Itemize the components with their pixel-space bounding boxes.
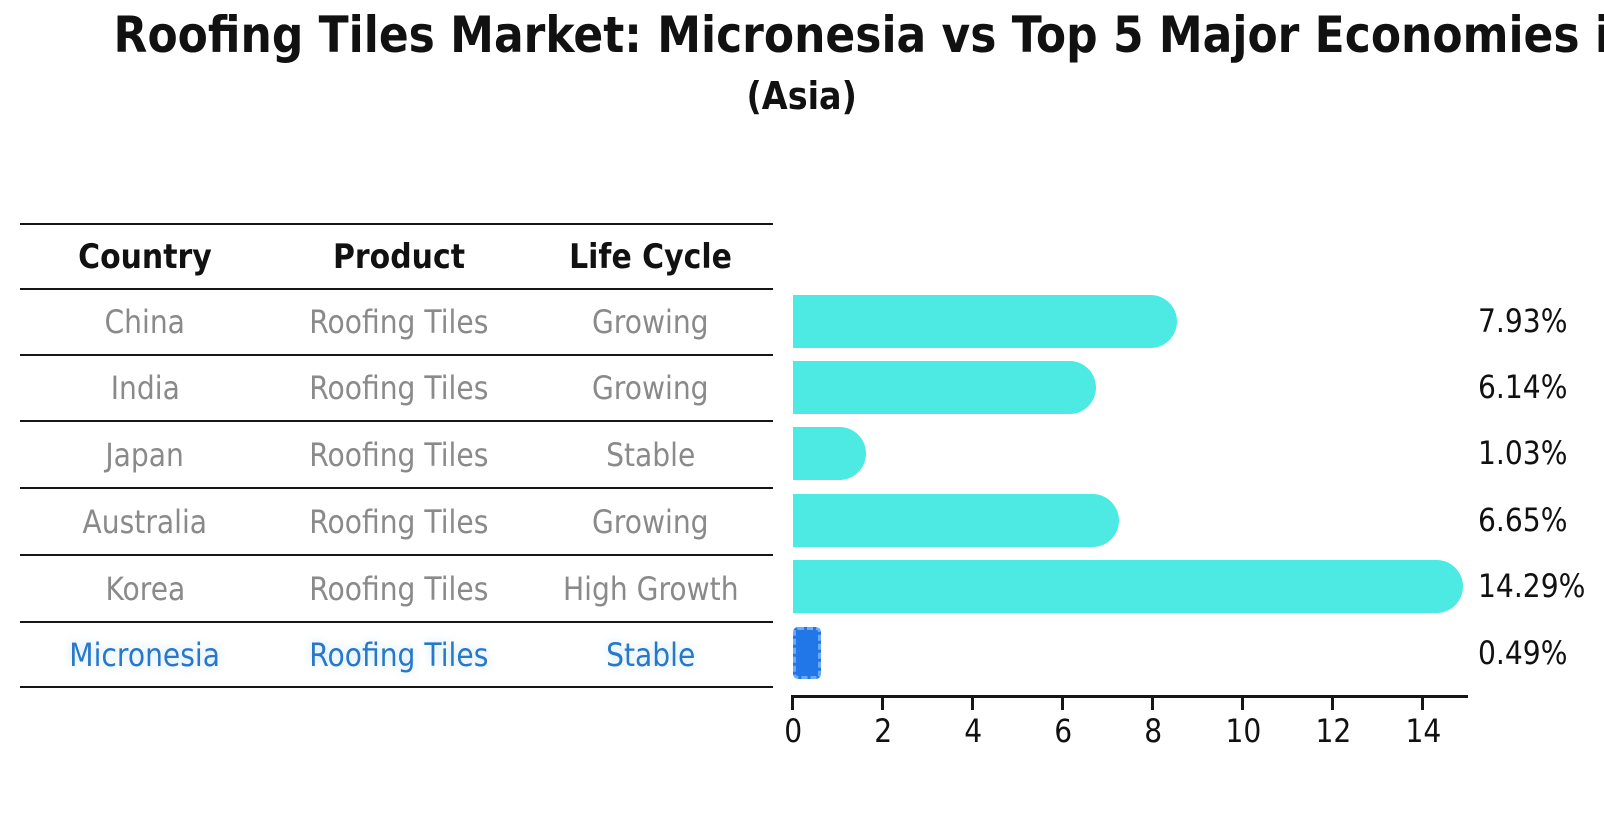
cell-country: China	[104, 303, 186, 341]
chart-subtitle: (Asia)	[0, 74, 1604, 118]
x-tick-label: 12	[1315, 712, 1351, 750]
bar-chart: 7.93% 6.14% 1.03% 6.65% 14.29% 0.49%	[793, 288, 1593, 698]
x-tick-label: 6	[1054, 712, 1072, 750]
chart-title: Roofing Tiles Market: Micronesia vs Top …	[0, 8, 1604, 63]
bar-row-australia: 6.65%	[793, 493, 1593, 547]
x-tick-label: 10	[1225, 712, 1261, 750]
bar-row-korea: 14.29%	[793, 560, 1593, 614]
cell-lifecycle: Stable	[605, 635, 696, 674]
value-label: 6.14%	[1478, 367, 1568, 406]
x-tick-label: 0	[784, 712, 802, 750]
table-row-india: India Roofing Tiles Growing	[20, 356, 773, 420]
bar-japan	[793, 427, 867, 481]
cell-product: Roofing Tiles	[309, 303, 489, 341]
cell-country: Japan	[105, 435, 185, 474]
header-product: Product	[333, 236, 465, 277]
bar-row-japan: 1.03%	[793, 427, 1593, 481]
table-row-japan: Japan Roofing Tiles Stable	[20, 422, 773, 487]
cell-country: India	[110, 369, 180, 407]
table-rule	[20, 354, 773, 356]
x-axis-line	[791, 695, 1468, 698]
header-lifecycle: Life Cycle	[569, 236, 732, 277]
x-axis: 0 2 4 6 8 10 12 14	[784, 695, 1469, 765]
cell-lifecycle: Growing	[592, 502, 709, 541]
cell-lifecycle: Growing	[592, 369, 709, 407]
table-row-korea: Korea Roofing Tiles High Growth	[20, 556, 773, 621]
cell-lifecycle: High Growth	[562, 569, 739, 608]
table-row-china: China Roofing Tiles Growing	[20, 290, 773, 354]
table-rule	[20, 288, 773, 290]
table-rule	[20, 621, 773, 623]
bar-china	[793, 294, 1177, 348]
bar-micronesia-highlight	[793, 626, 822, 679]
x-tick-label: 4	[964, 712, 982, 750]
table-rule	[20, 487, 773, 489]
table-rule	[20, 223, 773, 225]
bar-australia	[793, 493, 1120, 547]
cell-country: Micronesia	[69, 635, 221, 674]
value-label: 0.49%	[1478, 633, 1568, 672]
cell-lifecycle: Growing	[592, 303, 709, 341]
bar-india	[793, 360, 1097, 414]
table-header-row: Country Product Life Cycle	[20, 225, 773, 288]
cell-country: Korea	[105, 569, 185, 608]
value-label: 7.93%	[1478, 301, 1568, 340]
bar-row-micronesia: 0.49%	[793, 626, 1593, 680]
value-label: 1.03%	[1478, 434, 1568, 473]
table-rule	[20, 420, 773, 422]
header-country: Country	[78, 236, 212, 277]
value-label: 6.65%	[1478, 500, 1568, 539]
table-row-australia: Australia Roofing Tiles Growing	[20, 489, 773, 554]
chart-subtitle-text: (Asia)	[746, 74, 858, 118]
country-table: Country Product Life Cycle China Roofing…	[20, 223, 773, 688]
x-tick-label: 14	[1405, 712, 1441, 750]
value-label: 14.29%	[1478, 567, 1586, 606]
bar-row-china: 7.93%	[793, 294, 1593, 348]
cell-product: Roofing Tiles	[309, 635, 489, 674]
x-tick-label: 8	[1144, 712, 1162, 750]
cell-product: Roofing Tiles	[309, 369, 489, 407]
cell-country: Australia	[82, 502, 208, 541]
bar-row-india: 6.14%	[793, 360, 1593, 414]
x-tick-label: 2	[874, 712, 892, 750]
table-rule	[20, 686, 773, 688]
table-rule	[20, 554, 773, 556]
cell-product: Roofing Tiles	[309, 569, 489, 608]
bar-korea	[793, 560, 1464, 614]
table-row-micronesia: Micronesia Roofing Tiles Stable	[20, 623, 773, 686]
cell-product: Roofing Tiles	[309, 435, 489, 474]
cell-lifecycle: Stable	[605, 435, 696, 474]
chart-title-text: Roofing Tiles Market: Micronesia vs Top …	[113, 6, 1604, 64]
cell-product: Roofing Tiles	[309, 502, 489, 541]
